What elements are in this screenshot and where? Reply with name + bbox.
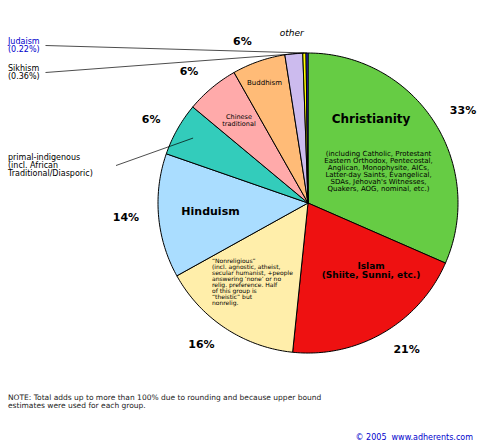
svg-text:6%: 6% (180, 65, 199, 78)
svg-text:(including Catholic, Protestan: (including Catholic, ProtestantEastern O… (324, 150, 433, 193)
svg-text:primal-indigenous(incl. Africa: primal-indigenous(incl. AfricanTradition… (7, 153, 93, 178)
svg-text:“Nonreligious”(incl. agnostic,: “Nonreligious”(incl. agnostic, atheist,s… (212, 257, 293, 307)
svg-text:Christianity: Christianity (332, 112, 411, 126)
svg-text:Buddhism: Buddhism (247, 79, 282, 87)
svg-text:Judaism(0.22%): Judaism(0.22%) (7, 37, 40, 54)
svg-text:6%: 6% (142, 113, 161, 126)
svg-text:Hinduism: Hinduism (181, 205, 239, 218)
svg-text:© 2005 www.adherents.com: © 2005 www.adherents.com (356, 433, 474, 442)
svg-text:Sikhism(0.36%): Sikhism(0.36%) (8, 64, 40, 81)
svg-text:21%: 21% (393, 343, 419, 356)
svg-text:Chinesetraditional: Chinesetraditional (222, 113, 256, 128)
svg-text:33%: 33% (450, 104, 476, 117)
svg-text:14%: 14% (113, 211, 139, 224)
svg-text:16%: 16% (188, 338, 214, 351)
svg-text:Islam(Shiite, Sunni, etc.): Islam(Shiite, Sunni, etc.) (322, 261, 421, 280)
svg-text:NOTE: Total adds up to more th: NOTE: Total adds up to more than 100% du… (8, 393, 322, 410)
svg-text:6%: 6% (233, 35, 252, 48)
svg-text:other: other (280, 28, 305, 38)
